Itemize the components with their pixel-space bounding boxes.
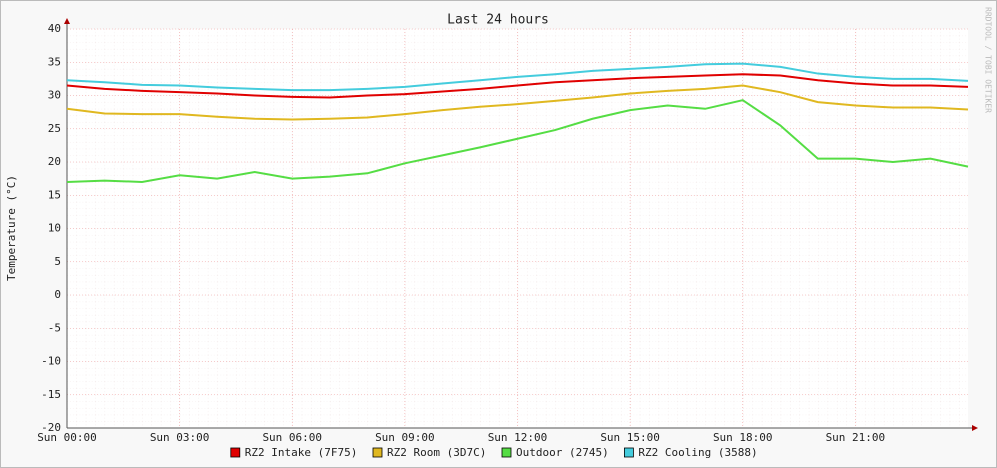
y-tick-label: 25	[48, 122, 61, 135]
legend-swatch	[501, 447, 512, 458]
y-tick-label: 40	[48, 22, 61, 35]
x-tick-label: Sun 06:00	[262, 431, 322, 444]
y-axis-label: Temperature (°C)	[5, 175, 18, 281]
x-tick-label: Sun 12:00	[488, 431, 548, 444]
x-tick-label: Sun 00:00	[37, 431, 97, 444]
x-tick-label: Sun 18:00	[713, 431, 773, 444]
y-tick-label: -10	[41, 355, 61, 368]
legend-label: RZ2 Intake (7F75)	[245, 446, 358, 459]
series-line	[66, 99, 969, 183]
legend-swatch	[230, 447, 241, 458]
y-tick-label: 35	[48, 55, 61, 68]
x-tick-label: Sun 09:00	[375, 431, 435, 444]
watermark: RRDTOOL / TOBI OETIKER	[984, 7, 993, 113]
y-tick-label: 10	[48, 222, 61, 235]
y-tick-label: 5	[54, 255, 61, 268]
series-line	[66, 62, 969, 92]
y-tick-label: -20	[41, 421, 61, 434]
x-tick-label: Sun 15:00	[600, 431, 660, 444]
series-line	[66, 84, 969, 121]
series-line	[66, 73, 969, 99]
y-tick-label: -15	[41, 388, 61, 401]
legend-label: RZ2 Cooling (3588)	[638, 446, 757, 459]
axis-arrow	[64, 18, 70, 24]
x-tick-label: Sun 03:00	[150, 431, 210, 444]
legend-swatch	[372, 447, 383, 458]
y-tick-label: -5	[48, 321, 61, 334]
y-tick-label: 0	[54, 288, 61, 301]
y-tick-label: 20	[48, 155, 61, 168]
y-tick-label: 15	[48, 188, 61, 201]
axis-arrow	[972, 425, 978, 431]
chart-layer: -20 -15 -10 -5 0 5 10 15 20 25 30 35 40 Sun 00:00 Sun …	[37, 18, 978, 459]
chart-title: Last 24 hours	[447, 13, 549, 28]
y-tick-label: 30	[48, 89, 61, 102]
legend-label: Outdoor (2745)	[516, 446, 609, 459]
x-tick-label: Sun 21:00	[826, 431, 886, 444]
legend-swatch	[624, 447, 634, 458]
legend-label: RZ2 Room (3D7C)	[387, 446, 486, 459]
